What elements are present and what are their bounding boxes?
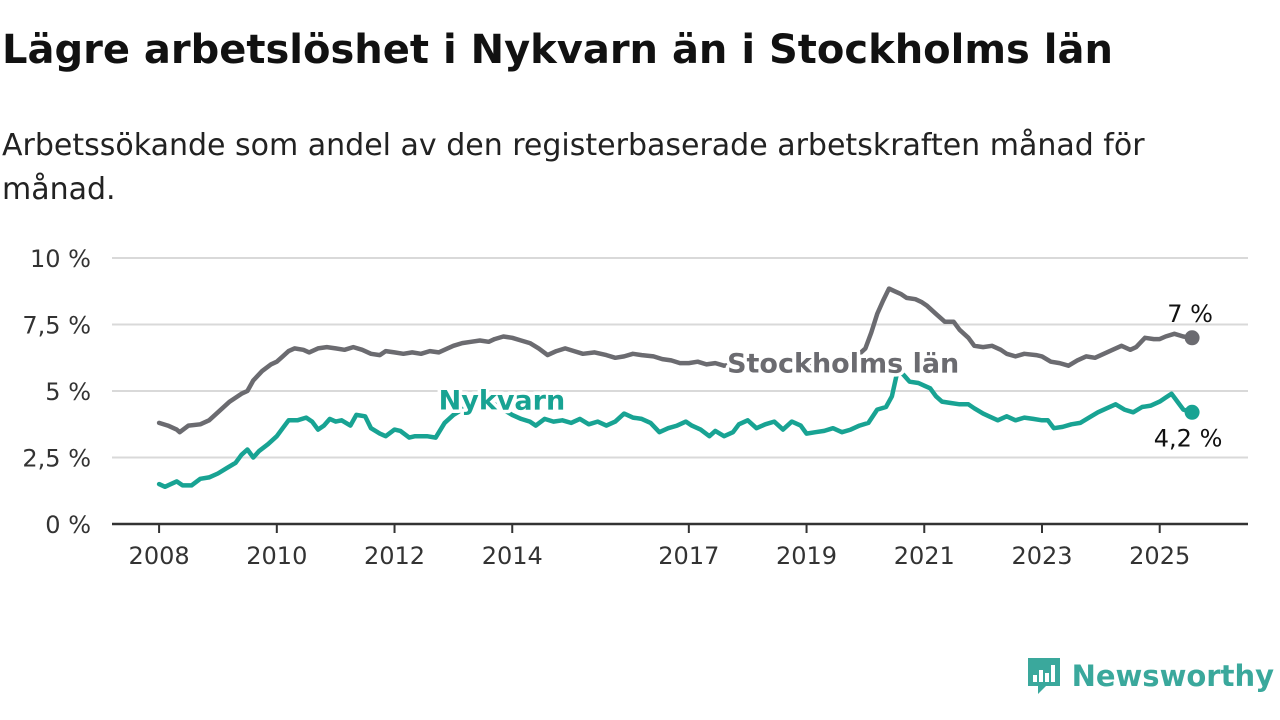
y-tick-label: 0 % [45,511,91,539]
end-point-nykvarn [1184,404,1200,420]
bar-chart-speech-bubble-icon [1027,658,1060,694]
x-tick-label: 2012 [364,542,425,570]
x-tick-label: 2025 [1129,542,1190,570]
end-label-stockholms-lan: 7 % [1167,300,1213,328]
x-tick-label: 2017 [658,542,719,570]
brand-name: Newsworthy [1071,659,1274,693]
end-label-nykvarn: 4,2 % [1154,424,1223,452]
series-line-nykvarn [156,367,1195,490]
series-label-stockholms-lan: Stockholms län [727,348,959,379]
y-tick-label: 5 % [45,378,91,406]
y-tick-label: 2,5 % [22,445,91,473]
x-tick-label: 2023 [1011,542,1072,570]
y-tick-label: 10 % [30,245,91,273]
chart-subtitle: Arbetssökande som andel av den registerb… [2,128,1145,207]
series-lines [156,286,1200,490]
series-label-nykvarn: Nykvarn [439,386,566,417]
series-line-stockholms-l-n [156,286,1195,435]
x-axis-tick-labels: 2008 2010 2012 2014 2017 2019 2021 2023 2025 [129,524,1190,570]
x-tick-label: 2008 [129,542,190,570]
x-tick-label: 2010 [246,542,307,570]
x-tick-label: 2021 [894,542,955,570]
y-axis-tick-labels: 0 % 2,5 % 5 % 7,5 % 10 % [22,245,91,539]
end-point-stockholms-l-n [1184,330,1200,346]
series-labels: Stockholms län Nykvarn 7 % 4,2 % [435,300,1223,452]
gridlines [112,257,1248,459]
x-tick-label: 2019 [776,542,837,570]
y-tick-label: 7,5 % [22,312,91,340]
x-tick-label: 2014 [482,542,543,570]
page-title: Lägre arbetslöshet i Nykvarn än i Stockh… [2,27,1113,73]
newsworthy-brand: Newsworthy [1026,656,1274,696]
